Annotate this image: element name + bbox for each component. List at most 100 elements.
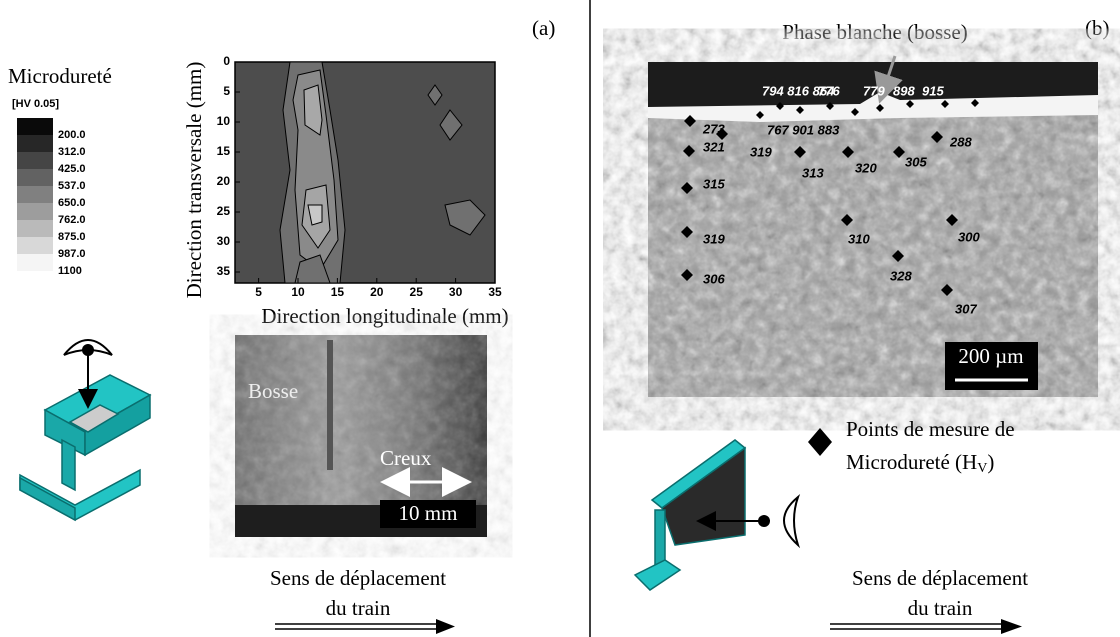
micrograph (648, 62, 1098, 397)
measurement-marker (946, 214, 958, 226)
measurement-marker (683, 145, 695, 157)
point-label: 776 (818, 83, 840, 98)
x-tick-label: 15 (331, 285, 345, 299)
point-label: 300 (958, 229, 980, 244)
legend-unit: [HV 0.05] (12, 98, 59, 110)
panel-label: (a) (532, 16, 555, 40)
swatch-label: 200.0 (58, 129, 86, 141)
point-label: 288 (949, 134, 972, 149)
legend-text: Microdureté (HV) (846, 450, 994, 476)
x-tick-label: 30 (449, 285, 463, 299)
photo-a (235, 335, 487, 537)
scale-box (945, 342, 1038, 390)
swatch-label: 762.0 (58, 214, 86, 226)
legend-title: Microdureté (8, 64, 112, 88)
legend-text: Points de mesure de (846, 417, 1015, 441)
scale-label: 200 µm (958, 344, 1023, 368)
subscript: V (977, 461, 987, 476)
legend-text: ) (987, 450, 994, 474)
swatch-label: 875.0 (58, 231, 86, 243)
direction-text: Sens de déplacement (270, 566, 446, 590)
measurement-marker (841, 214, 853, 226)
swatch-label: 987.0 (58, 248, 86, 260)
measurement-marker (892, 250, 904, 262)
point-label: 305 (905, 154, 927, 169)
swatch-label: 425.0 (58, 163, 86, 175)
swatch (17, 186, 53, 203)
measurement-marker (684, 115, 696, 127)
point-label: 321 (703, 139, 725, 154)
y-tick-label: 10 (217, 114, 231, 128)
annotation: Phase blanche (bosse) (782, 20, 967, 44)
x-axis-label: Direction longitudinale (mm) (261, 304, 508, 328)
measurement-marker (893, 146, 905, 158)
y-tick-label: 30 (217, 234, 231, 248)
measurement-marker (906, 100, 914, 108)
point-label: 320 (855, 160, 877, 175)
swatch (17, 169, 53, 186)
y-tick-label: 20 (217, 174, 231, 188)
photo-label: Creux (380, 446, 432, 470)
rail-icon (633, 439, 747, 591)
measurement-marker (941, 284, 953, 296)
measurement-marker (756, 111, 764, 119)
direction-text: Sens de déplacement (852, 566, 1028, 590)
y-axis-label: Direction transversale (mm) (182, 62, 206, 299)
scale-label: 10 mm (399, 501, 458, 525)
rail-icon (19, 374, 152, 522)
eye-icon (696, 493, 801, 549)
measurement-marker (681, 269, 693, 281)
x-tick-label: 25 (410, 285, 424, 299)
measurement-marker (776, 102, 784, 110)
swatch-label: 650.0 (58, 197, 86, 209)
measurement-marker (716, 128, 728, 140)
point-label: 794 816 864 (762, 83, 835, 98)
measurement-marker (681, 182, 693, 194)
legend-text: Microdureté (H (846, 450, 977, 474)
swatch-label: 537.0 (58, 180, 86, 192)
point-label: 779 (863, 83, 885, 98)
x-tick-label: 35 (488, 285, 502, 299)
point-label: 307 (955, 301, 977, 316)
annotation-arrow (874, 55, 903, 104)
swatch (17, 237, 53, 254)
point-label: 319 (750, 144, 772, 159)
swatch (17, 118, 53, 135)
measurement-marker (826, 102, 834, 110)
direction-text: du train (908, 596, 973, 620)
contour-plot (234, 61, 496, 284)
y-tick-label: 35 (217, 264, 231, 278)
swatch (17, 254, 53, 271)
color-scale: 200.0 312.0 425.0 537.0 650.0 762.0 875.0 987.0… (17, 118, 86, 277)
point-label: 915 (922, 83, 944, 98)
measurement-marker (842, 146, 854, 158)
axis-ticks: 5 10 15 20 25 30 35 0 5 10 15 20 25 30 35 (217, 54, 502, 299)
x-tick-label: 5 (255, 285, 262, 299)
point-label: 313 (802, 165, 824, 180)
point-label: 767 901 883 (767, 122, 840, 137)
measurement-marker (794, 146, 806, 158)
eye-icon (63, 339, 113, 409)
point-label: 315 (703, 176, 725, 191)
panel-label: (b) (1085, 16, 1110, 40)
measurement-marker (796, 106, 804, 114)
measurement-marker (941, 100, 949, 108)
x-tick-label: 20 (370, 285, 384, 299)
measurement-marker (876, 104, 884, 112)
swatch-label: 1100 (58, 265, 82, 277)
photo-label: Bosse (248, 379, 298, 403)
swatch-label: 312.0 (58, 146, 86, 158)
point-label: 306 (703, 271, 725, 286)
y-tick-label: 0 (223, 54, 230, 68)
swatch (17, 152, 53, 169)
y-tick-label: 15 (217, 144, 231, 158)
direction-arrow (830, 619, 1022, 634)
measurement-marker (851, 108, 859, 116)
y-tick-label: 25 (217, 204, 231, 218)
y-tick-label: 5 (223, 84, 230, 98)
direction-arrow (275, 619, 455, 634)
legend-marker (808, 428, 832, 456)
measurement-marker (971, 99, 979, 107)
point-label: 328 (890, 268, 912, 283)
